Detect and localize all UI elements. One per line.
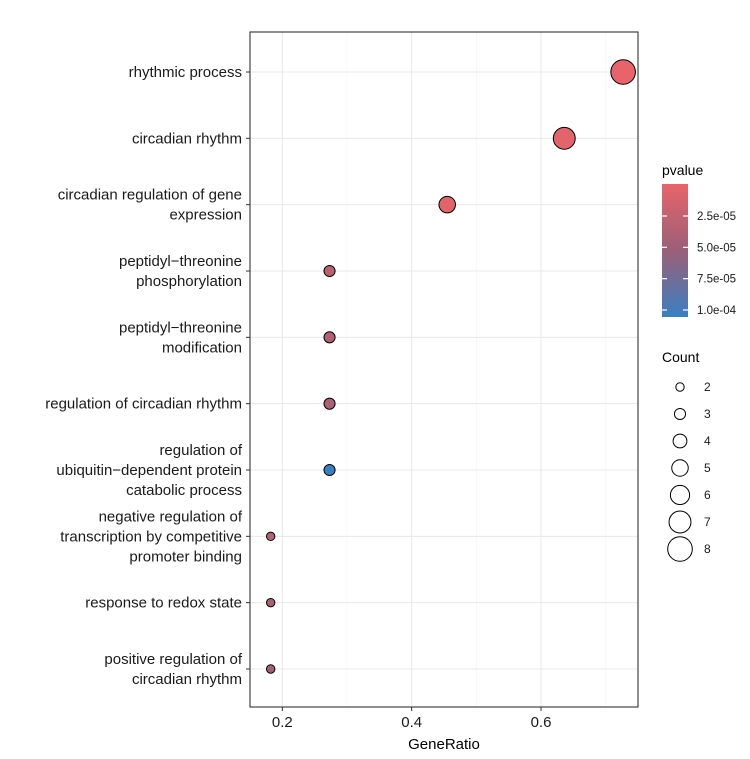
x-tick-label: 0.4 <box>401 714 422 731</box>
count-legend-label: 4 <box>704 434 711 448</box>
data-point <box>323 264 336 278</box>
term-label: response to redox state <box>85 595 242 612</box>
count-legend-key <box>668 510 692 534</box>
term-label: promoter binding <box>129 548 242 565</box>
term-label: circadian rhythm <box>132 130 242 147</box>
term-label: positive regulation of <box>104 651 242 668</box>
term-label: peptidyl−threonine <box>119 253 242 270</box>
count-legend-label: 3 <box>704 407 711 421</box>
term-label: rhythmic process <box>129 64 242 81</box>
data-points <box>265 59 636 674</box>
data-point <box>552 126 576 150</box>
data-point <box>323 463 336 477</box>
x-axis: 0.2 0.4 0.6 <box>272 707 552 731</box>
term-label: peptidyl−threonine <box>119 319 242 336</box>
data-point <box>323 397 336 410</box>
count-legend-key <box>671 459 689 477</box>
term-label: negative regulation of <box>99 508 243 525</box>
term-label: transcription by competitive <box>60 528 242 545</box>
term-label: ubiquitin−dependent protein <box>56 462 242 479</box>
term-label: phosphorylation <box>136 273 242 290</box>
data-point <box>265 597 276 608</box>
data-point <box>265 664 276 674</box>
colorbar-tick-label: 2.5e-05 <box>697 211 736 223</box>
term-label: regulation of circadian rhythm <box>45 396 242 413</box>
count-legend-title: Count <box>662 349 699 365</box>
colorbar-tick-label: 5.0e-05 <box>697 242 736 254</box>
data-point <box>438 195 456 214</box>
term-label: circadian rhythm <box>132 671 242 688</box>
panel-border <box>249 31 639 708</box>
term-label: regulation of <box>159 442 242 459</box>
x-tick-label: 0.6 <box>531 714 552 731</box>
count-legend: Count 2 3 4 5 6 7 8 <box>662 349 711 562</box>
term-label: catabolic process <box>126 482 242 499</box>
panel-background <box>250 32 638 707</box>
term-labels: rhythmic process circadian rhythm circadia… <box>45 64 250 688</box>
term-label: modification <box>162 339 242 356</box>
count-legend-label: 8 <box>704 542 711 556</box>
colorbar-tick-label: 1.0e-04 <box>697 305 737 317</box>
colorbar-tick-label: 7.5e-05 <box>697 274 736 286</box>
x-tick-label: 0.2 <box>272 714 293 731</box>
pvalue-legend-title: pvalue <box>662 162 703 178</box>
count-legend-label: 5 <box>704 461 711 475</box>
data-point <box>610 59 636 85</box>
data-point <box>265 531 276 542</box>
count-legend-label: 2 <box>704 380 711 394</box>
count-legend-key <box>672 433 688 449</box>
pvalue-colorbar <box>662 184 688 317</box>
count-legend-label: 7 <box>704 515 711 529</box>
x-axis-title: GeneRatio <box>408 736 480 753</box>
count-legend-key <box>675 382 685 392</box>
term-label: expression <box>169 207 242 224</box>
pvalue-legend: pvalue 2.5e-05 5.0e-05 7.5e-05 1.0e-04 <box>662 162 737 317</box>
grid-lines <box>250 32 638 707</box>
term-label: circadian regulation of gene <box>58 187 242 204</box>
count-legend-label: 6 <box>704 488 711 502</box>
count-legend-key <box>669 484 691 506</box>
data-point <box>323 331 336 344</box>
count-legend-key <box>667 536 693 562</box>
count-legend-key <box>673 407 687 421</box>
